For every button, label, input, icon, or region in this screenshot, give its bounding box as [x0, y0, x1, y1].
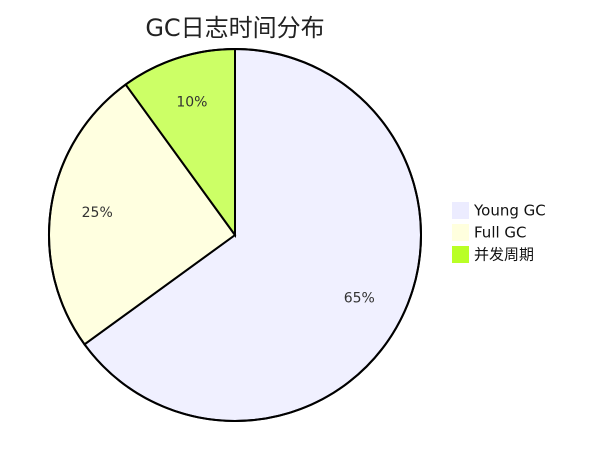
legend-label: 并发周期: [474, 246, 534, 264]
pie-outline: [48, 48, 422, 422]
pie-slices: [48, 47, 422, 422]
pie-slice-label: 65%: [344, 290, 375, 306]
legend-label: Young GC: [473, 202, 546, 220]
pie-slice-label: 25%: [82, 205, 113, 221]
chart-title: GC日志时间分布: [145, 14, 324, 42]
legend-swatch: [452, 202, 469, 219]
legend-swatch: [452, 246, 469, 263]
pie-slice-labels: 65% 25% 10%: [82, 94, 375, 306]
legend-label: Full GC: [474, 224, 527, 242]
legend-swatch: [452, 224, 469, 241]
pie-slice-label: 10%: [176, 94, 207, 110]
chart-legend: Young GC Full GC 并发周期: [452, 202, 546, 264]
